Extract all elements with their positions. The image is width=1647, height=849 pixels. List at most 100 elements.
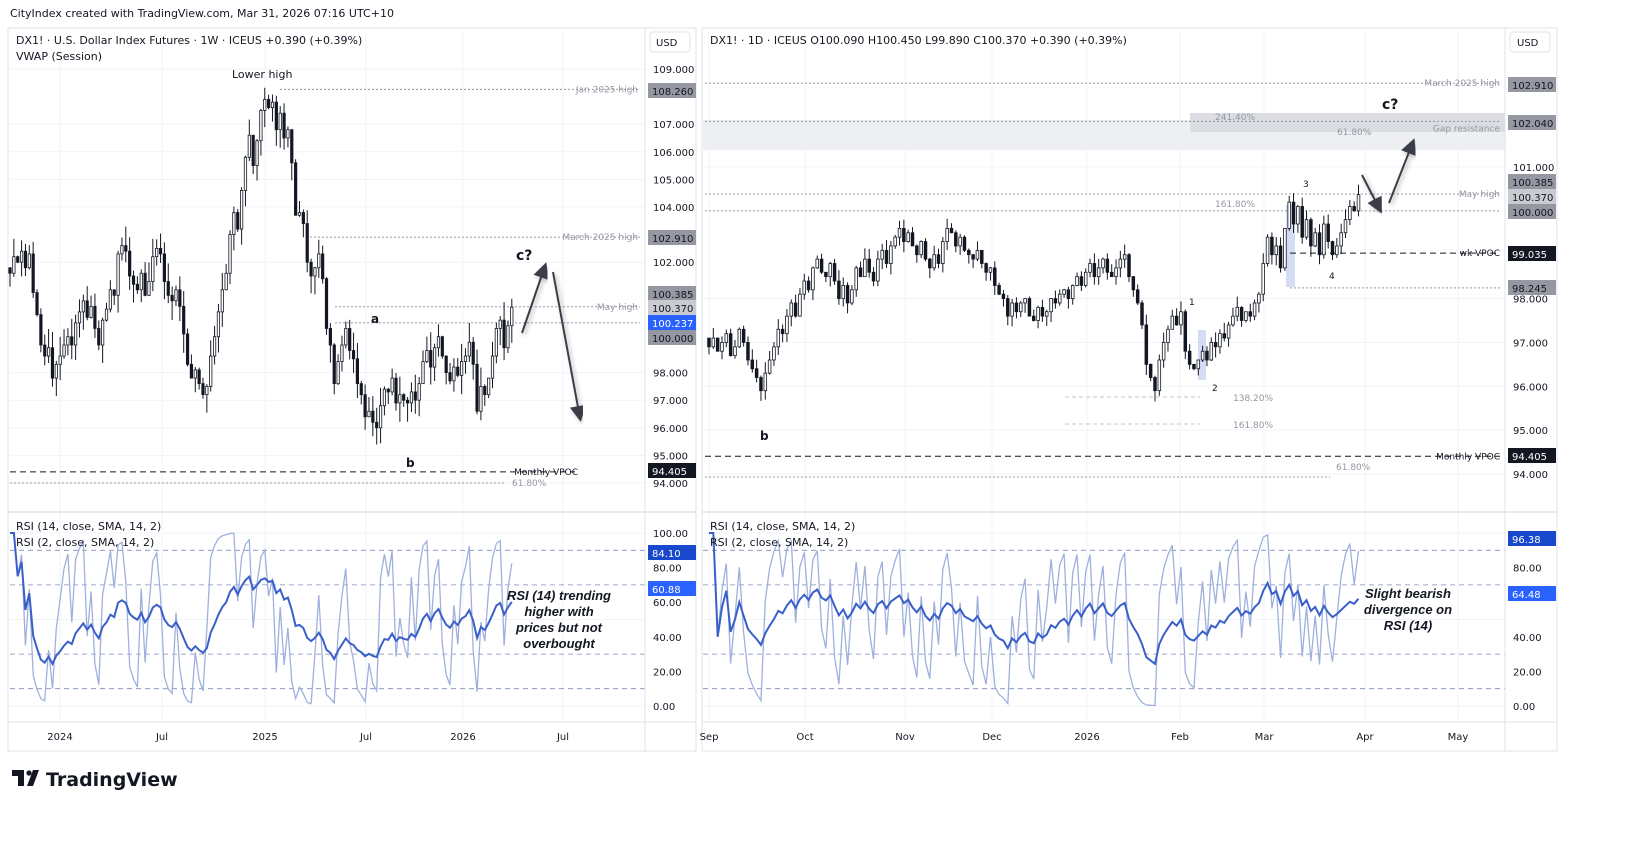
candle-body [255,140,259,166]
candle [1248,303,1252,322]
candle-body [359,383,363,396]
candle [863,248,867,278]
left-rsi2-legend[interactable]: RSI (2, close, SMA, 14, 2) [16,536,154,549]
candle [806,276,811,293]
candle-body [1006,298,1010,317]
candle-body [893,236,897,247]
candle [789,299,794,327]
candle [47,328,51,363]
note-line: Slight bearish [1365,586,1451,601]
candle-body [1083,271,1088,286]
candle [201,377,205,399]
candle-body [759,377,763,392]
candle [77,299,82,338]
candle [375,407,379,445]
candle-body [910,232,915,247]
vwap-legend[interactable]: VWAP (Session) [16,50,102,63]
price-tag-text: 100.000 [652,334,693,345]
candle-body [247,134,251,158]
candle-body [1174,315,1179,326]
right-rsi2-legend[interactable]: RSI (2, close, SMA, 14, 2) [710,536,848,549]
candle [386,388,390,405]
candle-body [1183,311,1188,352]
rsi-tick-label: 0.00 [1513,702,1535,713]
candle-body [201,383,205,396]
candle [104,302,109,322]
rsi-tick-label: 40.00 [1513,633,1542,644]
candle [746,336,750,366]
tradingview-logo[interactable]: TradingView [12,769,178,791]
candle-body [954,232,958,247]
candle [1101,257,1105,274]
candle-body [1226,324,1231,339]
fib-241-label: 241.40% [1215,113,1255,123]
candle-body [425,350,429,362]
candle-body [1265,236,1270,264]
left-chart-frame [7,27,697,752]
candle [479,367,483,421]
candle-body [50,347,55,379]
candle-body [1278,245,1283,269]
candle [332,343,336,395]
time-tick-label: Sep [700,732,719,743]
candle-body [1105,258,1110,273]
candle [433,343,437,382]
candle [967,248,971,264]
candle-body [66,336,70,346]
candle [394,373,398,411]
arrow-down-icon[interactable] [552,271,586,422]
candle-body [363,394,367,418]
candle-body [741,328,746,343]
wave-b-label: b [406,456,415,470]
candle-body [251,134,255,167]
candle-body [479,385,483,412]
left-currency-button[interactable] [649,31,691,53]
right-currency-button[interactable] [1509,31,1551,53]
note-line: divergence on [1364,602,1452,617]
candle-body [417,383,421,401]
candle-body [793,302,798,317]
arrow-down-icon[interactable] [1361,174,1382,214]
candle-body [841,285,845,299]
candle-body [1261,263,1265,295]
candle-body [1040,306,1045,317]
candle [297,201,302,217]
candle [487,377,491,399]
candle [1322,215,1326,259]
candle-body [1348,206,1352,221]
candle-body [436,336,441,349]
candle [197,367,201,390]
candle [158,233,163,263]
left-symbol-legend[interactable]: DX1! · U.S. Dollar Index Futures · 1W · … [16,34,362,47]
candle-body [824,271,828,278]
rsi-tick-label: 20.00 [1513,667,1542,678]
candle [1161,332,1166,368]
candle-body [467,341,471,357]
price-tag-text: 94.405 [1512,452,1547,463]
time-tick-label: 2026 [450,732,475,743]
price-tag [648,330,696,345]
arrow-up-icon[interactable] [1388,138,1417,204]
candle [832,258,837,285]
candle-body [767,359,772,374]
candle [724,329,729,348]
rsi14-line [709,532,1360,666]
candle-body [228,234,232,274]
candle-body [286,129,290,139]
left-currency-label: USD [656,38,678,49]
candle [1066,286,1071,309]
time-tick-label: 2025 [252,732,277,743]
candle-body [506,325,510,349]
candle [116,250,120,313]
right-rsi14-legend[interactable]: RSI (14, close, SMA, 14, 2) [710,520,855,533]
candle [193,367,197,393]
candle-body [988,267,993,273]
right-symbol-legend[interactable]: DX1! · 1D · ICEUS O100.090 H100.450 L99.… [710,34,1127,47]
candle [893,234,897,249]
candle [932,245,936,271]
left-rsi14-legend[interactable]: RSI (14, close, SMA, 14, 2) [16,520,161,533]
candle [811,266,815,301]
arrow-up-icon[interactable] [521,262,549,334]
candle-body [81,300,85,313]
candle-body [236,212,240,230]
